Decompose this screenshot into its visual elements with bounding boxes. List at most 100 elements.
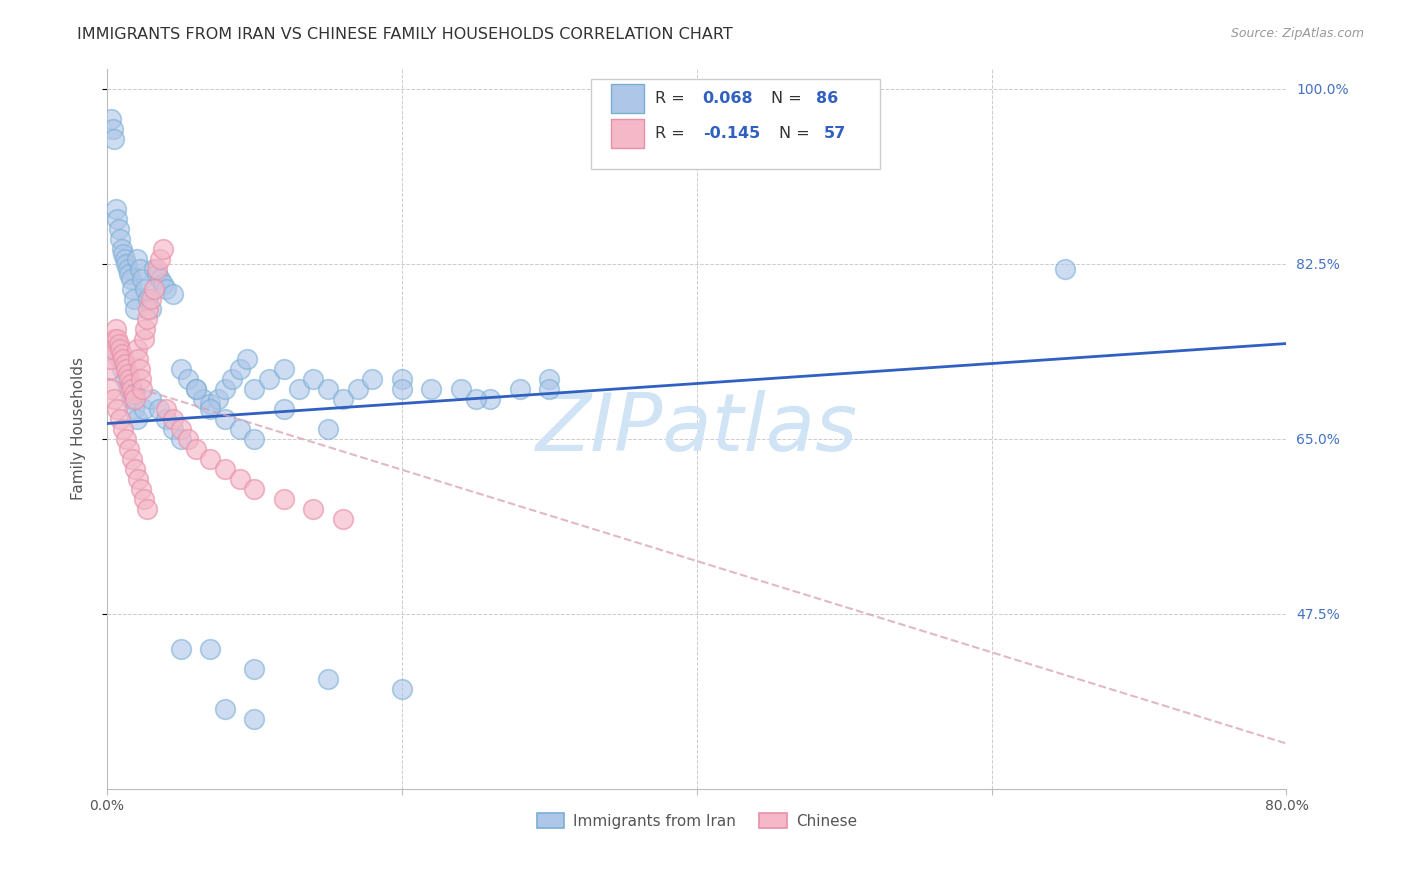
Immigrants from Iran [124,301,146,316]
Immigrants from Iran [155,411,177,425]
Immigrants from Iran [243,712,266,726]
Immigrants from Iran [273,401,295,416]
Immigrants from Iran [101,121,124,136]
Chinese [124,392,146,406]
Chinese [132,332,155,346]
Immigrants from Iran [162,421,184,435]
Chinese [243,482,266,496]
Immigrants from Iran [214,701,236,715]
Immigrants from Iran [125,252,148,266]
Immigrants from Iran [121,281,143,295]
Chinese [131,382,153,396]
Y-axis label: Family Households: Family Households [72,357,86,500]
Text: ZIPatlas: ZIPatlas [536,390,858,467]
Immigrants from Iran [104,342,127,356]
Immigrants from Iran [184,382,207,396]
Immigrants from Iran [170,361,193,376]
Immigrants from Iran [316,672,339,686]
Immigrants from Iran [112,246,135,260]
Immigrants from Iran [118,267,141,281]
Immigrants from Iran [420,382,443,396]
Immigrants from Iran [538,371,561,385]
Immigrants from Iran [1054,261,1077,276]
Immigrants from Iran [214,382,236,396]
Chinese [103,392,125,406]
Immigrants from Iran [152,277,174,291]
Immigrants from Iran [155,281,177,295]
Chinese [118,371,141,385]
Immigrants from Iran [184,382,207,396]
Immigrants from Iran [191,392,214,406]
Immigrants from Iran [114,371,136,385]
Chinese [134,321,156,335]
Immigrants from Iran [108,221,131,235]
Immigrants from Iran [117,382,139,396]
Immigrants from Iran [361,371,384,385]
Immigrants from Iran [479,392,502,406]
Text: N =: N = [779,126,815,141]
Chinese [155,401,177,416]
Immigrants from Iran [464,392,486,406]
Chinese [108,336,131,351]
Chinese [122,386,145,401]
Immigrants from Iran [316,382,339,396]
Text: IMMIGRANTS FROM IRAN VS CHINESE FAMILY HOUSEHOLDS CORRELATION CHART: IMMIGRANTS FROM IRAN VS CHINESE FAMILY H… [77,27,733,42]
Immigrants from Iran [214,411,236,425]
Immigrants from Iran [170,432,193,446]
Immigrants from Iran [229,361,252,376]
Chinese [101,342,124,356]
Immigrants from Iran [257,371,280,385]
Immigrants from Iran [243,382,266,396]
Chinese [127,351,149,366]
Immigrants from Iran [138,292,160,306]
Immigrants from Iran [302,371,325,385]
Chinese [149,252,172,266]
Immigrants from Iran [128,261,150,276]
Chinese [98,361,121,376]
Chinese [138,301,160,316]
Immigrants from Iran [132,401,155,416]
Text: 86: 86 [815,91,838,106]
Chinese [124,461,146,475]
Chinese [103,332,125,346]
Chinese [132,491,155,506]
Chinese [104,321,127,335]
Text: R =: R = [655,126,690,141]
Chinese [100,382,122,396]
Chinese [105,401,128,416]
Chinese [114,357,136,371]
Text: 0.068: 0.068 [703,91,754,106]
Immigrants from Iran [141,392,163,406]
Chinese [110,411,132,425]
Immigrants from Iran [110,231,132,245]
Immigrants from Iran [391,382,413,396]
Chinese [184,442,207,456]
Chinese [146,261,169,276]
Chinese [129,482,152,496]
Chinese [200,451,222,466]
Immigrants from Iran [114,252,136,266]
Chinese [143,281,166,295]
Immigrants from Iran [148,401,170,416]
Chinese [302,501,325,516]
Immigrants from Iran [200,396,222,410]
FancyBboxPatch shape [610,119,644,148]
Immigrants from Iran [125,411,148,425]
Immigrants from Iran [243,432,266,446]
Immigrants from Iran [221,371,243,385]
FancyBboxPatch shape [591,79,880,169]
Immigrants from Iran [111,361,134,376]
Immigrants from Iran [509,382,531,396]
Immigrants from Iran [117,261,139,276]
Chinese [127,471,149,485]
Text: Source: ZipAtlas.com: Source: ZipAtlas.com [1230,27,1364,40]
Immigrants from Iran [105,211,128,226]
Chinese [125,342,148,356]
Immigrants from Iran [287,382,309,396]
Immigrants from Iran [229,421,252,435]
Immigrants from Iran [122,292,145,306]
Chinese [141,292,163,306]
Immigrants from Iran [243,661,266,675]
FancyBboxPatch shape [610,85,644,113]
Chinese [110,342,132,356]
